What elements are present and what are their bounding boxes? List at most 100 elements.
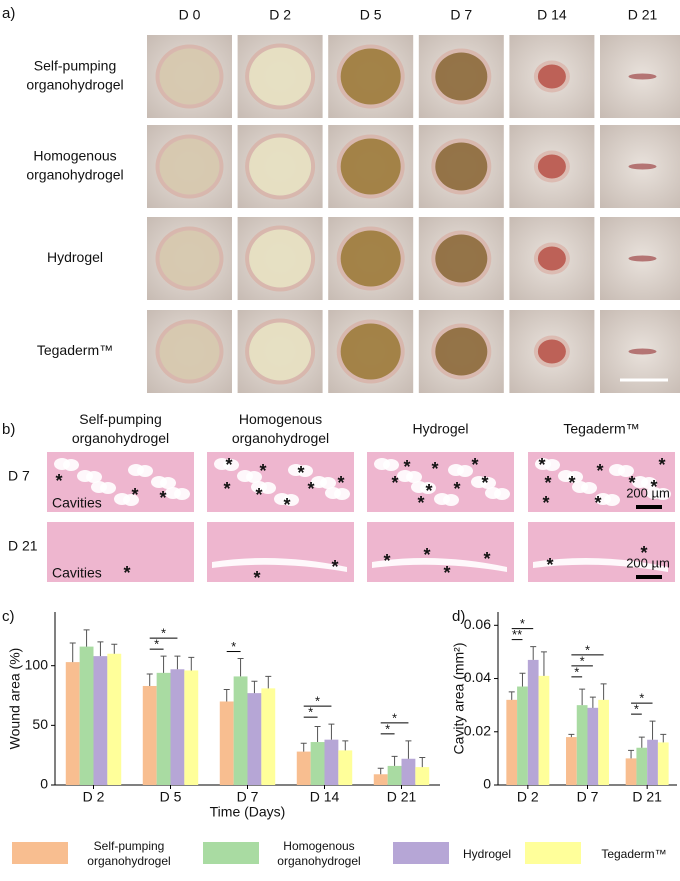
bar xyxy=(219,701,234,785)
wound xyxy=(159,230,220,287)
error-bar xyxy=(97,641,104,657)
bar xyxy=(657,742,669,785)
bar xyxy=(142,685,157,785)
error-bar xyxy=(237,658,244,677)
error-bar xyxy=(568,733,575,738)
cavities-label: Cavities xyxy=(52,495,102,511)
bar xyxy=(625,758,637,785)
bar xyxy=(107,653,122,785)
bar xyxy=(338,750,353,785)
bar xyxy=(373,774,388,785)
column-label: D 14 xyxy=(537,7,567,23)
error-bar xyxy=(405,740,412,759)
cavity-marker: * xyxy=(123,563,130,583)
bar xyxy=(261,688,276,785)
cavity xyxy=(123,494,139,506)
wound xyxy=(249,229,312,288)
error-bar xyxy=(540,651,547,676)
bar xyxy=(415,767,430,785)
column-label: D 2 xyxy=(269,7,291,23)
wound xyxy=(435,327,488,376)
cavity-marker: * xyxy=(471,455,478,475)
error-bar xyxy=(649,720,656,740)
column-label: organohydrogel xyxy=(232,430,329,446)
wound xyxy=(435,52,488,101)
significance-label: * xyxy=(161,626,166,641)
row-label: D 7 xyxy=(8,468,30,484)
histology-image xyxy=(47,522,194,582)
x-tick-label: D 7 xyxy=(237,789,259,805)
panel-label: a) xyxy=(2,5,15,22)
cavity xyxy=(420,482,436,494)
wound xyxy=(249,47,312,106)
wound xyxy=(435,142,488,191)
bar xyxy=(387,765,402,785)
error-bar xyxy=(83,629,90,647)
y-tick-label: 100 xyxy=(25,656,49,672)
error-bar xyxy=(146,673,153,686)
legend-label: Homogenous organohydrogel xyxy=(277,839,361,868)
wound xyxy=(340,323,401,380)
cavity xyxy=(641,477,657,489)
panel-label: b) xyxy=(2,421,15,438)
column-label: D 21 xyxy=(628,7,658,23)
significance-label: * xyxy=(520,616,525,631)
cavity-marker: * xyxy=(383,551,390,571)
cavity-marker: * xyxy=(403,457,410,477)
cavity xyxy=(137,465,153,477)
cavity-marker: * xyxy=(483,549,490,569)
error-bar xyxy=(111,643,118,654)
cavity-marker: * xyxy=(307,479,314,499)
wound xyxy=(435,234,488,283)
significance-label: * xyxy=(580,653,585,668)
cavity-marker: * xyxy=(640,543,647,563)
cavity xyxy=(581,482,597,494)
cavity-marker: * xyxy=(131,485,138,505)
legend-label: Tegaderm™ xyxy=(601,846,667,861)
cavity-marker: * xyxy=(481,473,488,493)
error-bar xyxy=(265,675,272,689)
error-bar xyxy=(579,688,586,706)
wound xyxy=(249,322,312,381)
bar xyxy=(79,646,94,785)
bar xyxy=(156,672,171,785)
significance-label: * xyxy=(634,702,639,717)
wound xyxy=(159,323,220,380)
legend-item: Tegaderm™ xyxy=(601,846,667,861)
significance-label: * xyxy=(585,642,590,657)
error-bar xyxy=(508,691,515,700)
legend-swatch xyxy=(12,842,68,864)
cavity-marker: * xyxy=(259,461,266,481)
x-tick-label: D 5 xyxy=(160,789,182,805)
column-label: Self-pumping xyxy=(79,411,162,427)
cavity-marker: * xyxy=(596,461,603,481)
cavity xyxy=(372,558,507,572)
wound xyxy=(340,48,401,105)
cavity xyxy=(480,477,496,489)
cavity xyxy=(297,465,313,477)
legend-item: Self-pumping organohydrogel xyxy=(87,839,170,868)
cavity xyxy=(604,494,620,506)
bar xyxy=(65,662,80,785)
cavity xyxy=(567,471,583,483)
y-tick-label: 0 xyxy=(483,776,491,792)
error-bar xyxy=(377,767,384,775)
bar xyxy=(506,699,518,785)
cavity-marker: * xyxy=(417,493,424,513)
error-bar xyxy=(391,755,398,766)
cavity-marker: * xyxy=(594,493,601,513)
error-bar xyxy=(600,683,607,700)
histology-image xyxy=(367,522,514,582)
bar xyxy=(184,670,199,785)
cavity-marker: * xyxy=(453,479,460,499)
cavity xyxy=(86,471,102,483)
cavity-marker: * xyxy=(443,563,450,583)
wound xyxy=(537,154,566,179)
x-tick-label: D 7 xyxy=(577,789,599,805)
cavity xyxy=(283,494,299,506)
error-bar xyxy=(174,655,181,670)
cavity-marker: * xyxy=(431,459,438,479)
error-bar xyxy=(628,749,635,759)
histology-image xyxy=(528,522,675,582)
wound xyxy=(249,137,312,196)
